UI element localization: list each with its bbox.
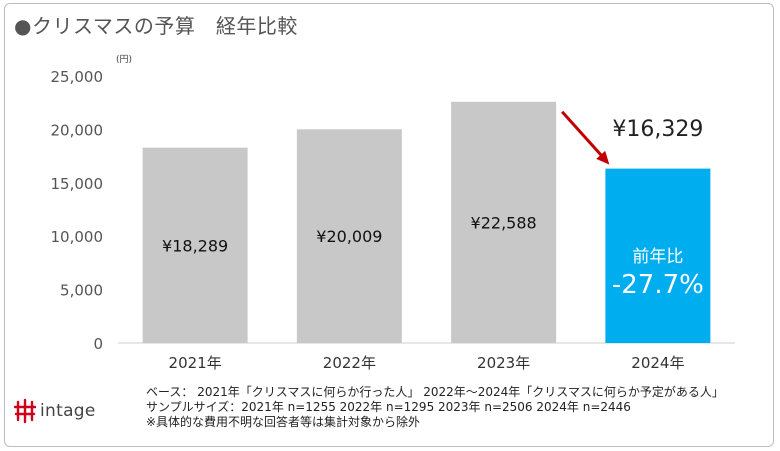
intage-logo-text: intage (40, 401, 96, 421)
bar-2023年 (451, 101, 557, 343)
y-tick-label: 0 (93, 335, 103, 353)
y-tick-label: 5,000 (60, 282, 103, 300)
footnote-base: ベース： 2021年「クリスマスに何らか行った人」 2022年～2024年「クリ… (146, 385, 724, 399)
y-tick-label: 10,000 (51, 228, 104, 246)
decrease-arrow (561, 110, 605, 159)
bar-value-label: ¥22,588 (471, 213, 537, 232)
chart-title: ●クリスマスの予算 経年比較 (14, 14, 298, 38)
intage-logo: intage (14, 398, 96, 424)
y-tick-label: 15,000 (51, 175, 104, 193)
x-tick-label: 2023年 (477, 354, 530, 372)
decrease-arrow-head (596, 150, 610, 165)
bar-2021年 (142, 147, 248, 343)
x-tick-label: 2021年 (169, 354, 222, 372)
bar-2022年 (296, 129, 402, 343)
y-tick-label: 25,000 (51, 68, 104, 86)
yoy-value: -27.7% (612, 270, 704, 300)
bar-value-label: ¥18,289 (162, 236, 228, 255)
yoy-label: 前年比 (632, 247, 683, 267)
bar-2024年 (605, 168, 711, 343)
y-tick-label: 20,000 (51, 121, 104, 139)
footnote-sample-size: サンプルサイズ：2021年 n=1255 2022年 n=1295 2023年 … (146, 400, 631, 414)
y-unit-label: (円) (116, 54, 132, 65)
footnote-exclusion: ※具体的な費用不明な回答者等は集計対象から除外 (146, 415, 421, 429)
footnotes: ベース： 2021年「クリスマスに何らか行った人」 2022年～2024年「クリ… (146, 385, 724, 430)
x-tick-label: 2022年 (323, 354, 376, 372)
bar-value-label: ¥20,009 (316, 227, 382, 246)
bar-value-label: ¥16,329 (612, 117, 703, 142)
x-tick-label: 2024年 (631, 354, 684, 372)
intage-logo-icon (14, 398, 36, 424)
